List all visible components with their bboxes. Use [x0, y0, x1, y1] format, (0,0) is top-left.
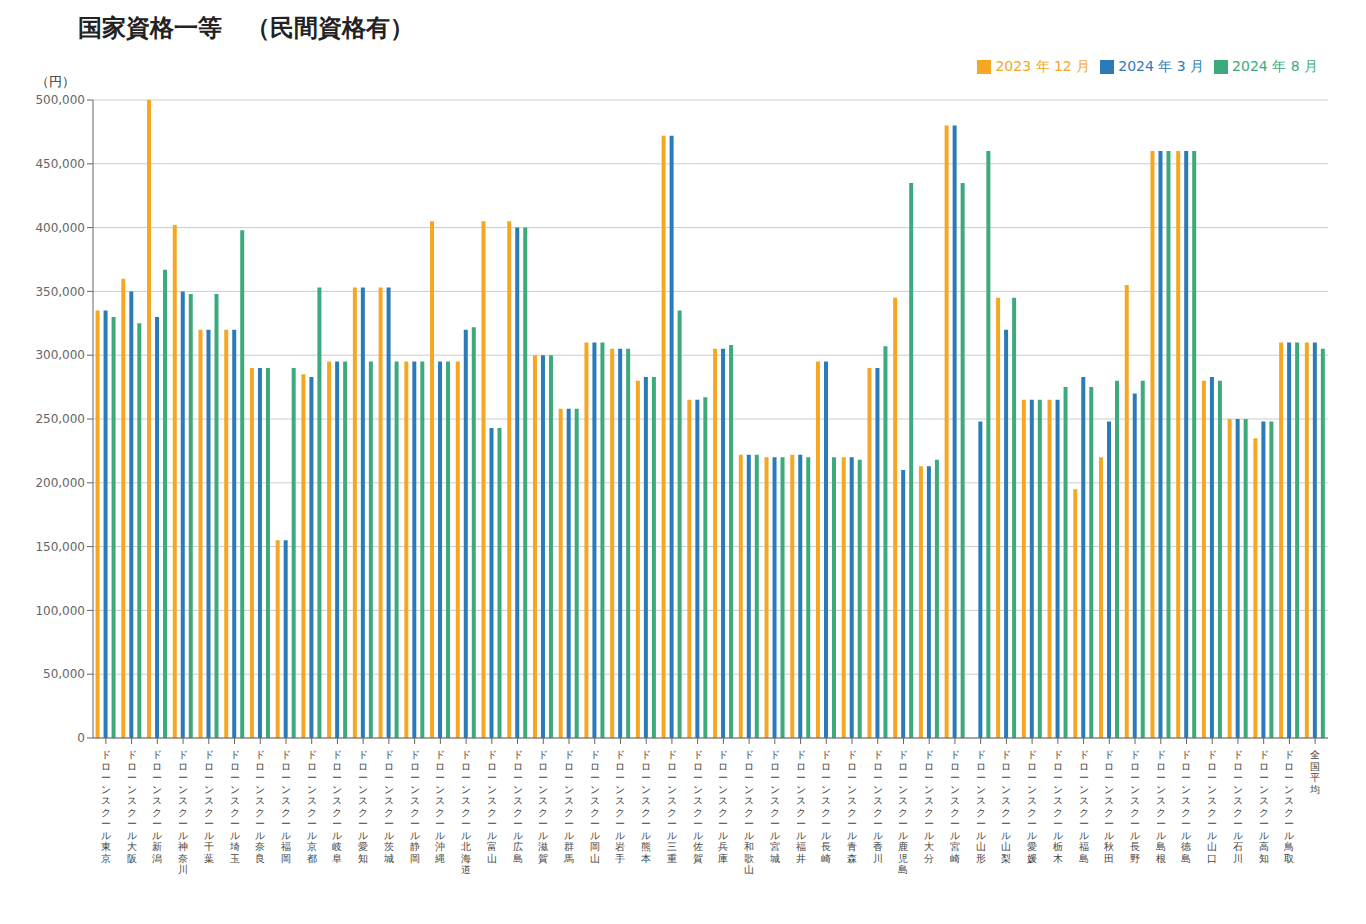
svg-text:0: 0: [77, 731, 85, 745]
svg-text:ドローンスクール宮城: ドローンスクール宮城: [769, 749, 780, 864]
svg-text:ドローンスクール栃木: ドローンスクール栃木: [1053, 749, 1063, 864]
svg-text:350,000: 350,000: [35, 285, 85, 299]
svg-text:ドローンスクール島根: ドローンスクール島根: [1156, 749, 1166, 864]
svg-text:ドローンスクール青森: ドローンスクール青森: [847, 749, 857, 864]
svg-text:ドローンスクール岡山: ドローンスクール岡山: [590, 749, 600, 864]
svg-text:ドローンスクール東京: ドローンスクール東京: [101, 749, 111, 864]
svg-text:50,000: 50,000: [43, 667, 85, 681]
svg-text:ドローンスクール愛媛: ドローンスクール愛媛: [1027, 749, 1037, 864]
svg-text:ドローンスクール岩手: ドローンスクール岩手: [615, 749, 625, 864]
svg-text:ドローンスクール福島: ドローンスクール福島: [1079, 749, 1089, 864]
svg-text:ドローンスクール京都: ドローンスクール京都: [307, 749, 317, 864]
svg-text:ドローンスクール群馬: ドローンスクール群馬: [563, 749, 574, 864]
svg-text:300,000: 300,000: [35, 348, 85, 362]
svg-text:ドローンスクール愛知: ドローンスクール愛知: [358, 749, 368, 864]
svg-text:ドローンスクール和歌山: ドローンスクール和歌山: [744, 749, 754, 875]
svg-text:ドローンスクール北海道: ドローンスクール北海道: [461, 749, 471, 875]
svg-text:ドローンスクール鹿児島: ドローンスクール鹿児島: [898, 749, 908, 875]
svg-text:400,000: 400,000: [35, 221, 85, 235]
svg-text:ドローンスクール静岡: ドローンスクール静岡: [410, 749, 420, 864]
svg-text:（円）: （円）: [36, 74, 75, 89]
svg-text:ドローンスクール秋田: ドローンスクール秋田: [1104, 749, 1114, 864]
svg-text:ドローンスクール滋賀: ドローンスクール滋賀: [538, 749, 548, 864]
svg-text:ドローンスクール千葉: ドローンスクール千葉: [204, 749, 214, 864]
svg-text:450,000: 450,000: [35, 157, 85, 171]
svg-text:ドローンスクール広島: ドローンスクール広島: [513, 749, 523, 864]
svg-text:ドローンスクール徳島: ドローンスクール徳島: [1181, 749, 1191, 864]
svg-text:ドローンスクール熊本: ドローンスクール熊本: [641, 749, 651, 864]
svg-text:ドローンスクール茨城: ドローンスクール茨城: [383, 749, 394, 864]
svg-text:ドローンスクール高知: ドローンスクール高知: [1259, 749, 1269, 864]
svg-text:ドローンスクール大分: ドローンスクール大分: [924, 749, 934, 864]
svg-text:ドローンスクール神奈川: ドローンスクール神奈川: [178, 749, 188, 875]
svg-text:ドローンスクール山形: ドローンスクール山形: [976, 749, 986, 864]
svg-text:ドローンスクール香川: ドローンスクール香川: [873, 749, 883, 864]
svg-text:ドローンスクール福岡: ドローンスクール福岡: [281, 749, 291, 864]
svg-text:500,000: 500,000: [35, 93, 85, 107]
svg-text:ドローンスクール鳥取: ドローンスクール鳥取: [1283, 749, 1294, 864]
svg-text:ドローンスクール石川: ドローンスクール石川: [1233, 749, 1243, 864]
svg-text:ドローンスクール山口: ドローンスクール山口: [1207, 749, 1217, 864]
html-text:2024 年 8 月: 2024 年 8 月: [1232, 58, 1318, 74]
svg-text:200,000: 200,000: [35, 476, 85, 490]
svg-text:ドローンスクール富山: ドローンスクール富山: [487, 749, 497, 864]
html-text:国家資格一等 （民間資格有）: 国家資格一等 （民間資格有）: [78, 14, 414, 42]
svg-text:ドローンスクール宮崎: ドローンスクール宮崎: [950, 749, 960, 864]
svg-text:全国平均: 全国平均: [1309, 749, 1320, 795]
svg-text:100,000: 100,000: [35, 604, 85, 618]
svg-text:ドローンスクール山梨: ドローンスクール山梨: [1001, 749, 1011, 864]
svg-text:250,000: 250,000: [35, 412, 85, 426]
svg-text:ドローンスクール岐阜: ドローンスクール岐阜: [332, 749, 342, 864]
svg-text:ドローンスクール埼玉: ドローンスクール埼玉: [229, 749, 240, 864]
svg-text:ドローンスクール佐賀: ドローンスクール佐賀: [693, 749, 703, 864]
svg-text:ドローンスクール大阪: ドローンスクール大阪: [127, 749, 137, 864]
svg-text:ドローンスクール長崎: ドローンスクール長崎: [821, 749, 831, 864]
svg-text:ドローンスクール新潟: ドローンスクール新潟: [152, 749, 162, 864]
svg-text:ドローンスクール福井: ドローンスクール福井: [796, 749, 806, 864]
html-text:2023 年 12 月: 2023 年 12 月: [995, 58, 1091, 74]
svg-text:ドローンスクール奈良: ドローンスクール奈良: [255, 749, 265, 864]
html-text:2024 年 3 月: 2024 年 3 月: [1118, 58, 1205, 74]
svg-text:ドローンスクール三重: ドローンスクール三重: [667, 749, 677, 864]
svg-text:ドローンスクール兵庫: ドローンスクール兵庫: [718, 749, 728, 864]
svg-text:ドローンスクール沖縄: ドローンスクール沖縄: [434, 749, 445, 864]
svg-text:ドローンスクール長野: ドローンスクール長野: [1130, 749, 1140, 864]
svg-text:150,000: 150,000: [35, 540, 85, 554]
